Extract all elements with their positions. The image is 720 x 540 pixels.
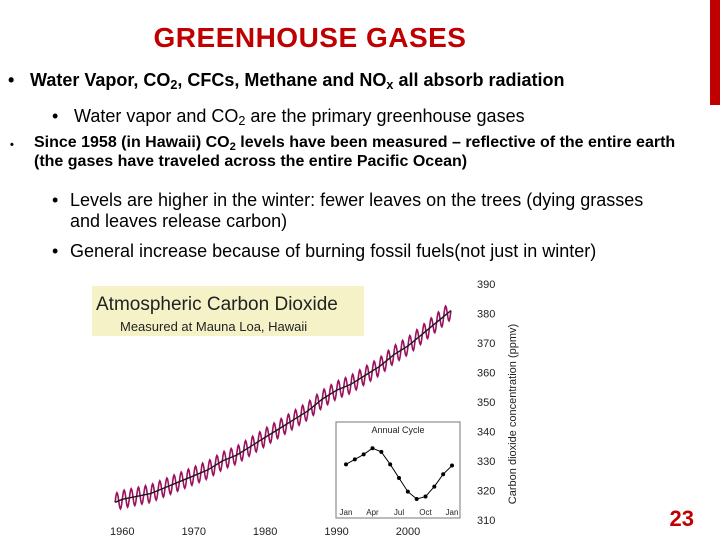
inset-point (423, 494, 428, 499)
bullet-text: Since 1958 (in Hawaii) CO2 levels have b… (34, 134, 676, 170)
inset-point (379, 449, 384, 454)
chart-title-panel (92, 286, 364, 336)
page-number: 23 (669, 506, 694, 531)
bullet-marker: • (52, 106, 59, 126)
y-tick-label: 390 (477, 279, 495, 291)
chart-subtitle: Measured at Mauna Loa, Hawaii (120, 319, 307, 334)
y-tick-label: 320 (477, 486, 495, 498)
y-tick-label: 330 (477, 456, 495, 468)
x-tick-label: 2000 (396, 526, 420, 538)
x-tick-label: 1980 (253, 526, 277, 538)
annual-cycle-inset: Annual Cycle Jan Apr Jul Oct Jan (335, 421, 461, 519)
inset-point (361, 452, 366, 457)
co2-chart: Atmospheric Carbon Dioxide Measured at M… (82, 276, 520, 540)
x-axis-ticks: 1960 1970 1980 1990 2000 (110, 526, 420, 538)
sub-bullet-fossil-fuels: • General increase because of burning fo… (52, 241, 692, 262)
y-axis-label: Carbon dioxide concentration (ppmv) (507, 324, 519, 504)
bullet-marker: • (10, 139, 14, 151)
bullet-text: Water Vapor, CO2, CFCs, Methane and NOx … (30, 70, 565, 93)
inset-point (352, 457, 357, 462)
inset-series (344, 446, 454, 502)
bullet-hawaii-measurements: • Since 1958 (in Hawaii) CO2 levels have… (8, 133, 688, 171)
inset-tick-label: Jul (394, 508, 404, 517)
inset-point (370, 446, 375, 451)
inset-point (432, 484, 437, 489)
y-tick-label: 370 (477, 338, 495, 350)
inset-point (414, 497, 419, 502)
inset-x-ticks: Jan Apr Jul Oct Jan (340, 508, 459, 517)
x-tick-label: 1960 (110, 526, 134, 538)
x-tick-label: 1970 (181, 526, 205, 538)
inset-title: Annual Cycle (371, 425, 424, 435)
inset-point (441, 472, 446, 477)
y-axis-ticks: 310 320 330 340 350 360 370 380 390 (477, 279, 495, 527)
bullet-marker: • (52, 241, 59, 261)
sub-bullet-winter-levels: • Levels are higher in the winter: fewer… (52, 190, 672, 232)
inset-tick-label: Oct (419, 508, 432, 517)
y-tick-label: 350 (477, 397, 495, 409)
x-tick-label: 1990 (324, 526, 348, 538)
inset-point (450, 463, 454, 468)
inset-tick-label: Jan (340, 508, 353, 517)
y-tick-label: 380 (477, 309, 495, 321)
inset-point (397, 475, 401, 480)
co2-trend-line (114, 310, 452, 503)
inset-frame (335, 421, 461, 519)
sub-bullet-primary-gases: • Water vapor and CO2 are the primary gr… (52, 106, 692, 127)
y-tick-label: 360 (477, 368, 495, 380)
bullet-text: General increase because of burning foss… (70, 241, 597, 261)
inset-point (405, 489, 410, 494)
co2-series (114, 304, 452, 511)
bullet-marker: • (52, 190, 59, 210)
y-tick-label: 340 (477, 427, 495, 439)
bullet-text: Water vapor and CO2 are the primary gree… (74, 106, 525, 129)
accent-bar (710, 0, 720, 105)
slide-title: GREENHOUSE GASES (153, 22, 467, 53)
inset-tick-label: Jan (446, 508, 459, 517)
bullet-marker: • (8, 70, 15, 90)
bullet-text: Levels are higher in the winter: fewer l… (70, 190, 644, 231)
chart-title: Atmospheric Carbon Dioxide (96, 294, 338, 315)
bullet-greenhouse-gases: • Water Vapor, CO2, CFCs, Methane and NO… (8, 70, 708, 91)
inset-point (388, 462, 393, 467)
inset-point (344, 462, 348, 467)
y-tick-label: 310 (477, 515, 495, 527)
inset-tick-label: Apr (366, 508, 379, 517)
